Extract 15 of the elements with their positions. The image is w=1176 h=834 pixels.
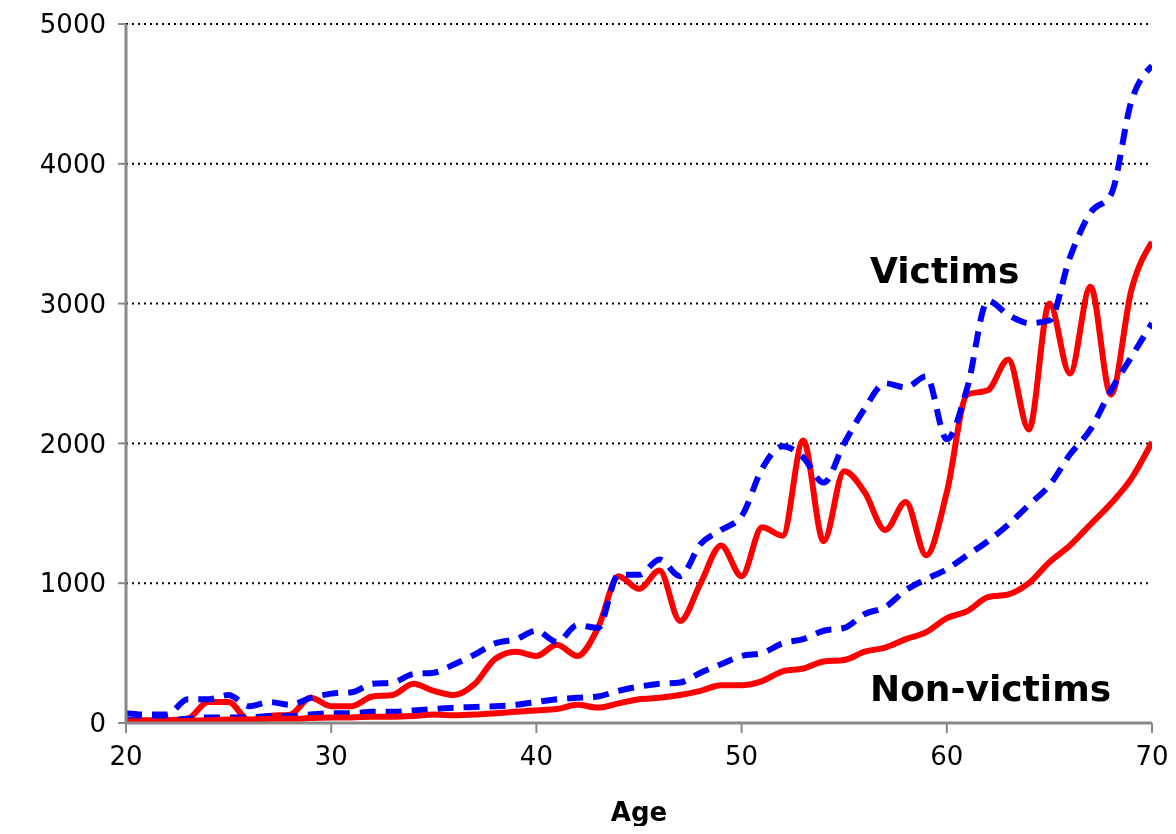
x-tick-label: 70	[1135, 741, 1169, 772]
x-tick-label: 60	[930, 741, 964, 772]
y-tick-label: 4000	[39, 149, 106, 180]
x-tick-label: 40	[519, 741, 553, 772]
x-axis-title: Age	[610, 797, 668, 827]
y-tick-label: 0	[89, 708, 106, 739]
y-tick-label: 1000	[39, 568, 106, 599]
x-tick-label: 20	[109, 741, 143, 772]
y-tick-label: 3000	[39, 288, 106, 319]
annotation: Victims	[870, 250, 1020, 291]
x-tick-label: 50	[725, 741, 759, 772]
annotation: Non-victims	[870, 668, 1112, 709]
y-tick-label: 5000	[39, 9, 106, 40]
y-tick-label: 2000	[39, 428, 106, 459]
x-tick-label: 30	[314, 741, 348, 772]
